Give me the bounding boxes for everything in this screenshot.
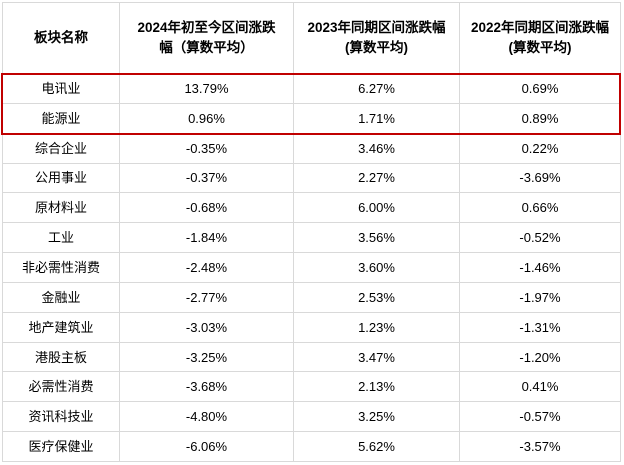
value-cell-2023: 1.71% <box>293 102 460 134</box>
table-row: 能源业 0.96% 1.71% 0.89% <box>2 102 621 134</box>
table-row: 非必需性消费 -2.48% 3.60% -1.46% <box>2 252 621 283</box>
value-cell-2023: 6.27% <box>293 73 460 104</box>
value-cell-2022: 0.66% <box>459 192 621 224</box>
sector-name-cell: 金融业 <box>2 281 120 313</box>
table-row: 资讯科技业 -4.80% 3.25% -0.57% <box>2 401 621 433</box>
sector-name-cell: 资讯科技业 <box>2 401 120 433</box>
table-row: 公用事业 -0.37% 2.27% -3.69% <box>2 162 621 194</box>
sector-name-cell: 综合企业 <box>2 132 120 164</box>
sector-name-cell: 能源业 <box>2 102 120 134</box>
value-cell-2023: 5.62% <box>293 431 460 462</box>
value-cell-2022: 0.89% <box>459 102 621 134</box>
sector-name-cell: 必需性消费 <box>2 371 120 403</box>
value-cell-2024: -0.68% <box>119 192 294 224</box>
sector-name-cell: 非必需性消费 <box>2 252 120 283</box>
sector-name-cell: 地产建筑业 <box>2 311 120 343</box>
value-cell-2024: -3.68% <box>119 371 294 403</box>
header-row: 板块名称 2024年初至今区间涨跌 幅（算数平均） 2023年同期区间涨跌幅 (… <box>2 2 621 74</box>
value-cell-2024: 13.79% <box>119 73 294 104</box>
value-cell-2024: 0.96% <box>119 102 294 134</box>
value-cell-2024: -0.35% <box>119 132 294 164</box>
table-row: 港股主板 -3.25% 3.47% -1.20% <box>2 341 621 373</box>
value-cell-2022: 0.22% <box>459 132 621 164</box>
table-row: 综合企业 -0.35% 3.46% 0.22% <box>2 132 621 164</box>
sector-name-cell: 原材料业 <box>2 192 120 224</box>
table-body: 电讯业 13.79% 6.27% 0.69% 能源业 0.96% 1.71% 0.89% 综合企… <box>2 73 621 462</box>
value-cell-2024: -1.84% <box>119 222 294 254</box>
table-row: 医疗保健业 -6.06% 5.62% -3.57% <box>2 431 621 462</box>
value-cell-2022: -0.57% <box>459 401 621 433</box>
sector-name-cell: 港股主板 <box>2 341 120 373</box>
value-cell-2023: 3.47% <box>293 341 460 373</box>
value-cell-2023: 3.56% <box>293 222 460 254</box>
value-cell-2023: 3.60% <box>293 252 460 283</box>
table-header: 板块名称 2024年初至今区间涨跌 幅（算数平均） 2023年同期区间涨跌幅 (… <box>2 2 621 74</box>
value-cell-2022: -1.31% <box>459 311 621 343</box>
value-cell-2023: 2.13% <box>293 371 460 403</box>
value-cell-2022: -0.52% <box>459 222 621 254</box>
value-cell-2024: -3.25% <box>119 341 294 373</box>
value-cell-2022: -1.97% <box>459 281 621 313</box>
sector-name-cell: 公用事业 <box>2 162 120 194</box>
table-row: 地产建筑业 -3.03% 1.23% -1.31% <box>2 311 621 343</box>
value-cell-2022: -1.46% <box>459 252 621 283</box>
value-cell-2023: 2.53% <box>293 281 460 313</box>
value-cell-2023: 6.00% <box>293 192 460 224</box>
value-cell-2023: 3.25% <box>293 401 460 433</box>
sector-name-cell: 医疗保健业 <box>2 431 120 462</box>
value-cell-2024: -4.80% <box>119 401 294 433</box>
value-cell-2022: -3.69% <box>459 162 621 194</box>
table-row: 原材料业 -0.68% 6.00% 0.66% <box>2 192 621 224</box>
value-cell-2024: -6.06% <box>119 431 294 462</box>
value-cell-2024: -0.37% <box>119 162 294 194</box>
value-cell-2023: 1.23% <box>293 311 460 343</box>
sector-name-cell: 工业 <box>2 222 120 254</box>
column-header-2022: 2022年同期区间涨跌幅 (算数平均) <box>459 2 621 74</box>
table-row: 必需性消费 -3.68% 2.13% 0.41% <box>2 371 621 403</box>
column-header-2023: 2023年同期区间涨跌幅 (算数平均) <box>293 2 460 74</box>
column-header-sector: 板块名称 <box>2 2 120 74</box>
column-header-2024: 2024年初至今区间涨跌 幅（算数平均） <box>119 2 294 74</box>
table-row: 工业 -1.84% 3.56% -0.52% <box>2 222 621 254</box>
value-cell-2024: -2.77% <box>119 281 294 313</box>
value-cell-2022: -3.57% <box>459 431 621 462</box>
value-cell-2023: 2.27% <box>293 162 460 194</box>
value-cell-2022: 0.41% <box>459 371 621 403</box>
value-cell-2023: 3.46% <box>293 132 460 164</box>
value-cell-2024: -3.03% <box>119 311 294 343</box>
sector-name-cell: 电讯业 <box>2 73 120 104</box>
value-cell-2022: -1.20% <box>459 341 621 373</box>
value-cell-2024: -2.48% <box>119 252 294 283</box>
table-row: 电讯业 13.79% 6.27% 0.69% <box>2 73 621 104</box>
table-row: 金融业 -2.77% 2.53% -1.97% <box>2 281 621 313</box>
value-cell-2022: 0.69% <box>459 73 621 104</box>
